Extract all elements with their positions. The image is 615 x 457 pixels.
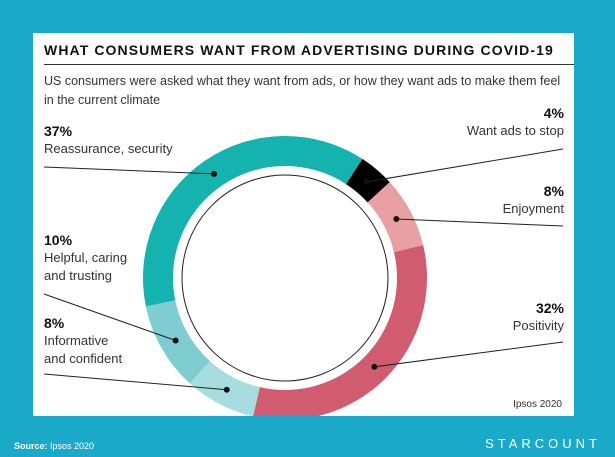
- leader-line-enjoyment: [396, 218, 564, 227]
- leader-line-want-ads-to-stop: [366, 148, 564, 183]
- chart-card: WHAT CONSUMERS WANT FROM ADVERTISING DUR…: [33, 33, 574, 416]
- leader-dot-want-ads-to-stop: [363, 178, 370, 185]
- leader-dot-enjoyment: [393, 216, 400, 223]
- label-want-ads-to-stop: 4% Want ads to stop: [466, 105, 564, 138]
- leader-line-positivity: [374, 341, 564, 368]
- slice-positivity: [253, 245, 427, 416]
- donut-chart: [43, 136, 564, 416]
- leader-dot-helpful-caring: [172, 337, 179, 344]
- leader-dot-reassurance-security: [211, 170, 218, 177]
- label-positivity: 32% Positivity: [512, 300, 564, 333]
- chart-credit: Ipsos 2020: [513, 399, 562, 410]
- leader-line-helpful-caring: [43, 293, 176, 341]
- label-reassurance-security: 37% Reassurance, security: [44, 123, 173, 156]
- leader-dot-positivity: [371, 363, 378, 370]
- leader-line-informative-confident: [43, 373, 227, 391]
- label-enjoyment: 8% Enjoyment: [502, 183, 564, 216]
- slice-reassurance-security: [143, 136, 363, 307]
- label-informative-confident: 8% Informative and confident: [44, 315, 123, 366]
- chart-subtitle: US consumers were asked what they want f…: [44, 74, 561, 107]
- source-note: Source: Ipsos 2020: [14, 441, 95, 451]
- donut-inner-ring: [181, 174, 389, 382]
- label-helpful-caring: 10% Helpful, caring and trusting: [44, 232, 128, 283]
- title-divider: [44, 64, 574, 65]
- chart-title: WHAT CONSUMERS WANT FROM ADVERTISING DUR…: [44, 42, 554, 58]
- starcount-logo: STARCOUNT: [485, 436, 601, 451]
- leader-dot-informative-confident: [223, 386, 230, 393]
- leader-line-reassurance-security: [43, 166, 215, 175]
